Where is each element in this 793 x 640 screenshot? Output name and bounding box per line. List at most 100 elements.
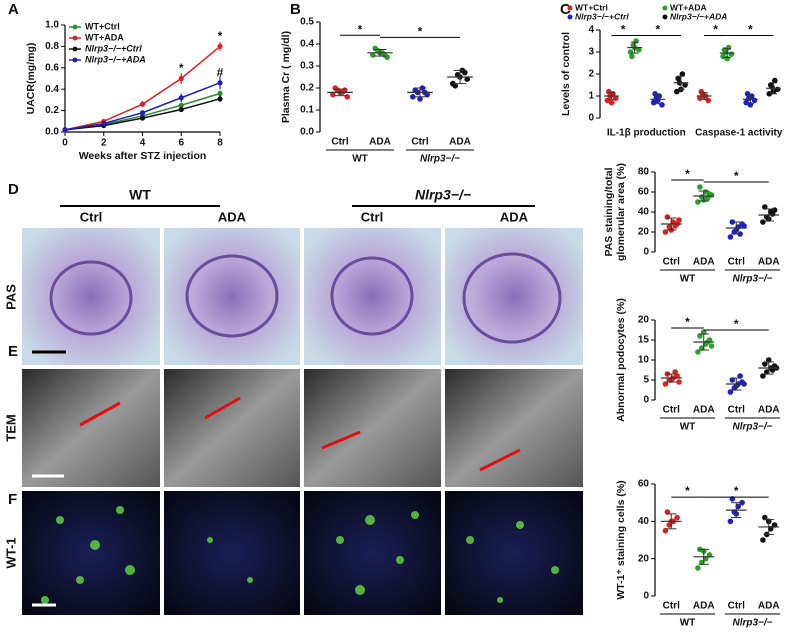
annotation: * [218, 29, 223, 43]
group-label: WT [680, 274, 696, 285]
y-tick-label: 0.6 [45, 62, 59, 73]
micrographs: WT Nlrp3−/− Ctrl ADA Ctrl ADA PAS TEM WT… [3, 187, 583, 615]
column-label: Ctrl [80, 209, 102, 224]
data-point [727, 389, 734, 395]
marker [139, 115, 146, 121]
data-point [751, 97, 758, 104]
x-tick-label: ADA [449, 137, 471, 148]
y-tick-label: 1 [588, 91, 594, 102]
data-point [695, 565, 701, 571]
data-point [464, 76, 471, 82]
data-point [674, 514, 680, 521]
x-axis-label: Weeks after STZ injection [79, 150, 207, 162]
data-point [608, 99, 615, 106]
panel-letter: E [8, 343, 18, 360]
significance-label: * [685, 484, 690, 498]
legend-marker [72, 35, 78, 41]
significance-label: * [734, 484, 739, 498]
marker [217, 43, 223, 50]
y-tick-label: 5 [643, 375, 649, 386]
legend-label: Nlrp3−/−+Ctrl [85, 43, 142, 53]
group-label: Nlrp3−/− [732, 618, 772, 629]
y-tick-label: 0.0 [300, 127, 314, 138]
legend-marker [662, 5, 668, 11]
marker [178, 102, 184, 108]
group-label: Caspase-1 activity [695, 128, 783, 139]
data-point [728, 51, 735, 57]
legend-label: Nlrp3−/−+Ctrl [575, 11, 629, 21]
group-label: WT [680, 422, 696, 433]
tem-image [22, 369, 160, 487]
marker [139, 101, 146, 107]
x-tick-label: Ctrl [728, 405, 745, 416]
y-tick-label: 0 [643, 591, 649, 602]
y-tick-label: 3 [588, 47, 594, 58]
glomerulus [49, 260, 133, 336]
row-label: PAS [3, 284, 18, 310]
legend-label: WT+ADA [670, 2, 707, 12]
x-tick-label: Ctrl [663, 257, 680, 268]
x-tick-label: 4 [140, 138, 146, 149]
x-tick-label: 0 [62, 138, 68, 149]
legend-label: WT+Ctrl [575, 2, 608, 12]
data-point [673, 88, 680, 95]
data-point [332, 85, 339, 91]
column-label: Ctrl [361, 209, 383, 224]
significance-label: * [713, 23, 718, 37]
data-point [672, 369, 678, 375]
x-tick-label: Ctrl [728, 257, 745, 268]
y-tick-label: 0.8 [45, 41, 59, 52]
wt1-image [304, 491, 441, 615]
glomerulus [462, 252, 562, 344]
marker [217, 80, 223, 86]
group-label: Nlrp3−/− [732, 274, 772, 285]
significance-label: * [655, 23, 660, 37]
wt1-image [22, 491, 160, 615]
pas-image [304, 228, 441, 365]
data-point [760, 373, 766, 379]
annotation: # [217, 65, 224, 79]
x-tick-label: ADA [758, 601, 780, 612]
data-point [705, 97, 712, 104]
data-point [682, 82, 688, 88]
y-tick-label: 20 [638, 315, 650, 326]
data-point [659, 102, 665, 108]
x-tick-label: Ctrl [411, 137, 428, 148]
x-tick-label: 2 [101, 138, 107, 149]
marker [62, 127, 68, 133]
pas-image [445, 228, 583, 365]
y-tick-label: 10 [638, 355, 650, 366]
y-tick-label: 0.5 [300, 17, 314, 28]
arrow [79, 401, 121, 427]
tem-image [164, 369, 300, 487]
data-point [462, 69, 468, 76]
y-tick-label: 60 [638, 479, 650, 490]
data-point [762, 361, 768, 367]
glomerulus [185, 254, 279, 338]
row-label: WT-1 [3, 537, 18, 568]
y-tick-label: 0 [643, 395, 649, 406]
wt1-image [164, 491, 300, 615]
data-point [727, 518, 734, 525]
row-label: TEM [3, 414, 18, 441]
arrow [479, 448, 521, 472]
group-label: Nlrp3−/− [420, 154, 460, 165]
annotation: * [179, 61, 184, 75]
y-axis-label: Levels of control [560, 32, 572, 116]
arrow [321, 430, 361, 450]
y-tick-label: 0 [643, 247, 649, 258]
y-tick-label: 40 [638, 516, 650, 527]
y-tick-label: 15 [638, 335, 650, 346]
data-point [764, 369, 770, 375]
legend-marker [662, 14, 668, 20]
data-point [760, 537, 766, 543]
y-tick-label: 0 [588, 113, 594, 124]
significance-label: * [734, 317, 739, 331]
column-label: ADA [218, 209, 247, 224]
data-point [739, 499, 745, 506]
glomerulus [330, 256, 414, 336]
data-point [410, 94, 416, 100]
y-axis-label: Abnormal podocytes (%) [615, 298, 627, 422]
group-label: Nlrp3−/− [732, 422, 772, 433]
